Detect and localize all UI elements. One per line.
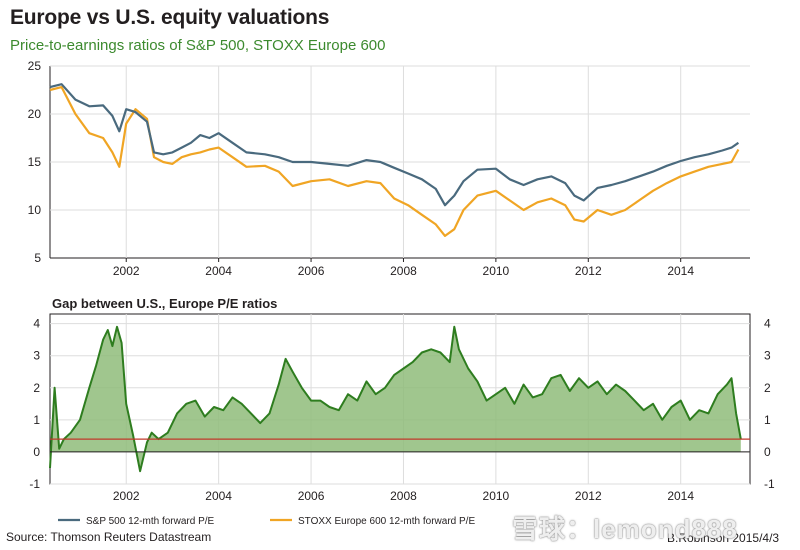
chart-subtitle: Price-to-earnings ratios of S&P 500, STO… bbox=[10, 37, 386, 54]
x-tick-label: 2006 bbox=[298, 489, 325, 503]
gap-line bbox=[49, 325, 742, 473]
x-tick-label: 2002 bbox=[113, 264, 140, 278]
source-note: Source: Thomson Reuters Datastream bbox=[6, 530, 212, 544]
x-tick-label: 2006 bbox=[298, 264, 325, 278]
watermark: 雪球：lemond888 bbox=[512, 514, 738, 544]
y-tick-label-left: 0 bbox=[33, 445, 40, 459]
legend: S&P 500 12-mth forward P/E STOXX Europe 6… bbox=[58, 516, 475, 527]
y-tick-label: 10 bbox=[28, 203, 42, 217]
y-tick-label-right: -1 bbox=[764, 477, 775, 491]
legend-sp500-label: S&P 500 12-mth forward P/E bbox=[86, 516, 215, 527]
y-tick-label-left: 4 bbox=[33, 317, 40, 331]
x-tick-label: 2010 bbox=[483, 264, 510, 278]
y-tick-label-left: 2 bbox=[33, 381, 40, 395]
y-tick-label: 25 bbox=[28, 59, 42, 73]
y-tick-label-right: 2 bbox=[764, 381, 771, 395]
pe-ratio-panel: 5 10 15 20 25 2002 2004 2006 2008 2010 2012 2014 bbox=[28, 59, 750, 278]
y-tick-label-left: 3 bbox=[33, 349, 40, 363]
y-tick-label: 20 bbox=[28, 107, 42, 121]
x-tick-label: 2004 bbox=[205, 264, 232, 278]
author-credit: B.Robinson 2015/4/3 bbox=[667, 531, 780, 545]
y-tick-label: 15 bbox=[28, 155, 42, 169]
gap-panel-title: Gap between U.S., Europe P/E ratios bbox=[52, 296, 277, 311]
y-tick-label-right: 4 bbox=[764, 317, 771, 331]
sp500-line bbox=[49, 83, 740, 207]
x-tick-label: 2008 bbox=[390, 264, 417, 278]
x-tick-label: 2014 bbox=[667, 264, 694, 278]
y-tick-label-right: 3 bbox=[764, 349, 771, 363]
legend-stoxx-label: STOXX Europe 600 12-mth forward P/E bbox=[298, 516, 475, 527]
x-tick-label: 2004 bbox=[205, 489, 232, 503]
x-tick-label: 2014 bbox=[667, 489, 694, 503]
x-tick-label: 2012 bbox=[575, 264, 602, 278]
gap-panel: Gap between U.S., Europe P/E ratios -1 -1 0… bbox=[29, 296, 775, 503]
y-tick-label-right: 1 bbox=[764, 413, 771, 427]
y-tick-label-right: 0 bbox=[764, 445, 771, 459]
chart-title: Europe vs U.S. equity valuations bbox=[10, 6, 330, 29]
y-tick-label: 5 bbox=[34, 251, 41, 265]
x-tick-label: 2012 bbox=[575, 489, 602, 503]
y-tick-label-left: 1 bbox=[33, 413, 40, 427]
x-tick-label: 2002 bbox=[113, 489, 140, 503]
x-tick-label: 2008 bbox=[390, 489, 417, 503]
x-tick-label: 2010 bbox=[483, 489, 510, 503]
gap-area bbox=[50, 326, 741, 472]
y-tick-label-left: -1 bbox=[29, 477, 40, 491]
